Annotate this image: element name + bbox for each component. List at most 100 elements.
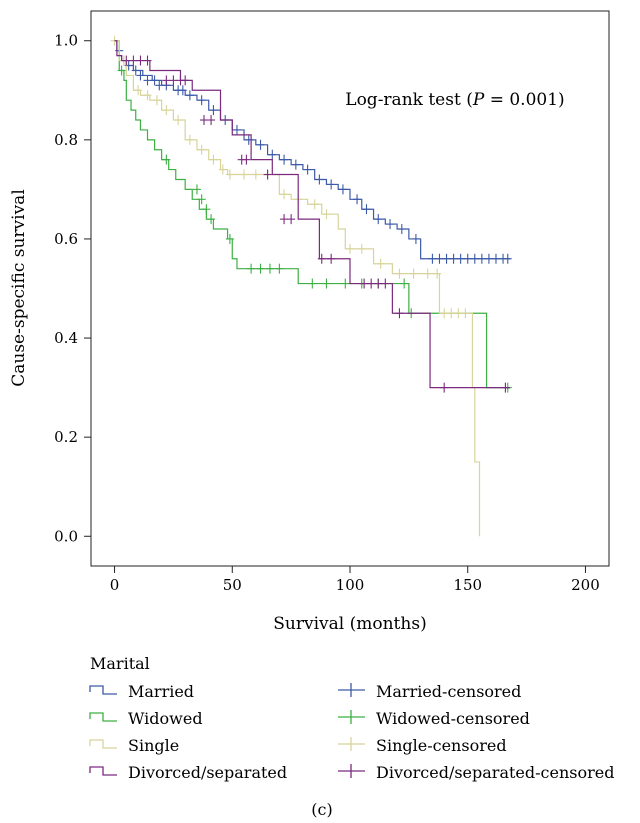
legend-label: Single: [128, 736, 179, 755]
censor-mark-married: [397, 224, 406, 235]
legend-swatch: [89, 739, 117, 749]
legend-label: Married: [128, 682, 194, 701]
censor-mark-divorced-separated: [287, 214, 296, 225]
censor-mark-single: [423, 268, 432, 279]
censor-mark-married: [136, 70, 145, 81]
censor-mark-married: [338, 184, 347, 195]
axes-layer: 0 50 100 150 200 0.0 0.2 0.4 0.6 0.8 1.0: [54, 32, 600, 594]
legend-entry-divorced-separated: Divorced/separated: [89, 763, 287, 782]
censor-mark-married: [185, 90, 194, 101]
censor-mark-single: [447, 308, 456, 319]
series-single-line: [114, 40, 481, 537]
censor-mark-divorced-separated: [181, 75, 190, 86]
censor-mark-widowed: [117, 65, 126, 76]
censor-mark-divorced-separated: [136, 55, 145, 66]
curves-layer: [110, 35, 512, 537]
legend-label: Divorced/separated-censored: [376, 763, 614, 782]
x-tick-label: 0: [110, 576, 120, 594]
censor-mark-widowed: [322, 278, 331, 289]
censor-mark-married: [477, 253, 486, 264]
censor-mark-divorced-separated: [374, 278, 383, 289]
censor-mark-single: [454, 308, 463, 319]
censor-mark-single: [409, 268, 418, 279]
x-tick-label: 100: [336, 576, 365, 594]
censor-mark-divorced-separated: [122, 55, 131, 66]
legend-swatch: [89, 766, 117, 776]
censor-mark-married: [178, 85, 187, 96]
censor-mark-single: [152, 95, 161, 106]
legend-swatch: [338, 764, 365, 778]
censor-mark-married: [268, 149, 277, 160]
censor-mark-divorced-separated: [200, 115, 209, 126]
censor-mark-married: [374, 214, 383, 225]
censor-mark-widowed: [225, 233, 234, 244]
censor-mark-divorced-separated: [440, 382, 449, 393]
censor-mark-married: [327, 179, 336, 190]
legend: Marital Married Widowed Single Divorced/sep…: [89, 654, 614, 782]
censor-mark-divorced-separated: [395, 308, 404, 319]
y-tick-label: 0.8: [54, 131, 78, 149]
censor-mark-married: [256, 139, 265, 150]
legend-label: Single-censored: [376, 736, 507, 755]
censor-mark-married: [131, 65, 140, 76]
censor-mark-single: [197, 144, 206, 155]
y-tick-label: 0.4: [54, 329, 78, 347]
censor-mark-single: [346, 243, 354, 254]
censor-mark-married: [291, 159, 300, 170]
legend-entry-widowed: Widowed: [89, 709, 203, 728]
censor-mark-single: [240, 169, 249, 180]
censor-mark-married: [449, 253, 458, 264]
censor-mark-married: [386, 219, 395, 230]
censor-mark-widowed: [265, 263, 274, 274]
censor-mark-widowed: [275, 263, 284, 274]
logrank-annotation: Log-rank test (P = 0.001): [345, 90, 564, 110]
legend-title: Marital: [90, 654, 150, 673]
censor-mark-divorced-separated: [317, 253, 326, 264]
censor-mark-married: [150, 75, 159, 86]
annotation-p-symbol: P: [472, 90, 485, 110]
y-tick-label: 0.2: [54, 428, 78, 446]
censor-mark-single: [461, 308, 470, 319]
censor-mark-widowed: [247, 263, 256, 274]
censor-mark-married: [232, 124, 241, 135]
x-tick-label: 150: [453, 576, 482, 594]
censor-mark-single: [218, 164, 227, 175]
censor-mark-married: [303, 164, 312, 175]
censor-mark-married: [428, 253, 437, 264]
censor-mark-single: [174, 115, 183, 126]
censor-mark-divorced-separated: [169, 75, 178, 86]
censor-mark-single: [225, 169, 234, 180]
censor-mark-divorced-separated: [381, 278, 390, 289]
censor-mark-married: [362, 204, 371, 215]
legend-entry-single-censored: Single-censored: [338, 736, 507, 755]
censor-mark-widowed: [341, 278, 350, 289]
censor-mark-widowed: [207, 214, 216, 225]
censor-mark-single: [185, 134, 194, 145]
censor-mark-single: [251, 169, 260, 180]
legend-label: Widowed-censored: [376, 709, 530, 728]
censor-mark-married: [315, 174, 324, 185]
censor-mark-divorced-separated: [207, 115, 216, 126]
y-tick-label: 0.0: [54, 527, 78, 545]
censor-mark-divorced-separated: [162, 75, 171, 86]
censor-mark-married: [503, 253, 512, 264]
censor-mark-single: [433, 268, 442, 279]
censor-mark-divorced-separated: [129, 55, 138, 66]
censor-mark-divorced-separated: [360, 278, 369, 289]
censor-mark-widowed: [400, 278, 409, 289]
censor-mark-married: [197, 95, 206, 106]
censor-mark-divorced-separated: [143, 55, 152, 66]
censor-mark-married: [491, 253, 500, 264]
y-tick-label: 0.6: [54, 230, 78, 248]
censor-mark-married: [470, 253, 479, 264]
censor-mark-single: [143, 90, 152, 101]
legend-swatch: [338, 683, 365, 697]
legend-label: Married-censored: [376, 682, 521, 701]
censor-mark-widowed: [162, 154, 171, 165]
censor-mark-widowed: [202, 204, 211, 215]
censor-mark-widowed: [308, 278, 317, 289]
legend-swatch: [338, 737, 365, 751]
censor-mark-divorced-separated: [263, 169, 272, 180]
censor-mark-single: [280, 189, 289, 200]
